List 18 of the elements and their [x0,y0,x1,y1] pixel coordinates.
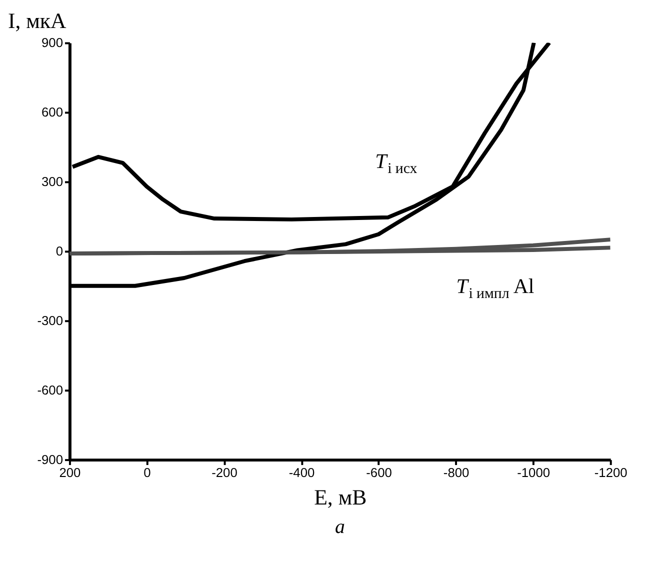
x-tick-label: 0 [144,464,151,480]
y-tick-label: -300 [37,313,64,328]
x-tick-label: -1200 [594,464,628,480]
x-tick-label: 200 [59,464,81,480]
y-tick-label: -600 [37,382,64,398]
x-tick-label: -600 [366,464,392,480]
y-tick-label: 0 [56,244,64,259]
y-axis-title: I, мкА [8,8,67,33]
x-tick-label: -1000 [517,464,550,480]
y-tick-label: 300 [42,174,64,190]
y-tick-label: 900 [42,35,64,50]
x-tick-label: -800 [443,464,470,480]
x-tick-label: -400 [288,464,315,480]
y-tick-label: 600 [42,104,64,120]
x-tick-label: -200 [212,464,238,480]
y-tick-label: -900 [37,452,64,468]
text: а [334,516,345,538]
x-axis-title: E, мВ [314,486,367,510]
